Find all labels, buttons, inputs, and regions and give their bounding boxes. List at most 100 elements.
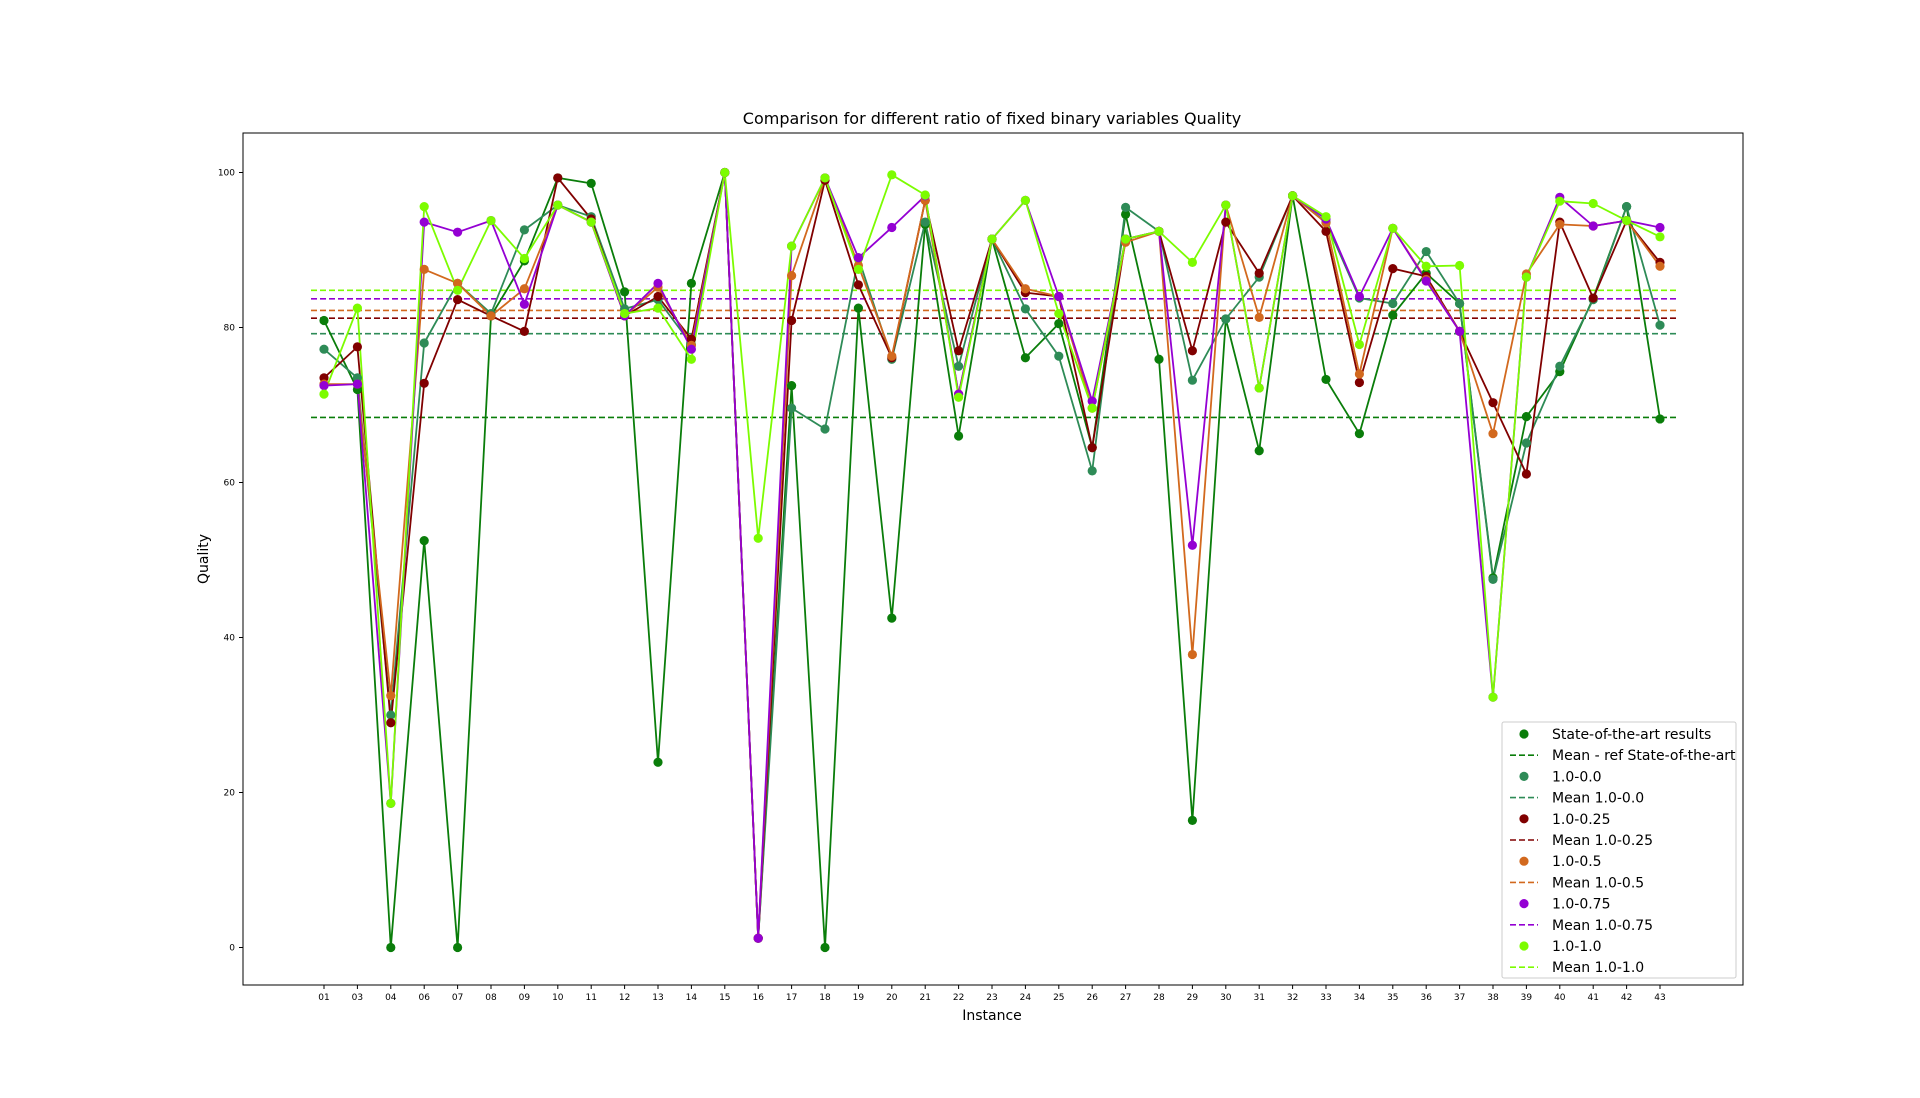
x-tick-label: 10 bbox=[552, 993, 564, 1003]
x-tick-label: 36 bbox=[1420, 993, 1432, 1003]
data-point bbox=[386, 691, 396, 701]
data-point bbox=[954, 346, 964, 356]
data-point bbox=[519, 326, 530, 336]
data-point bbox=[1354, 429, 1364, 439]
x-axis: 01 03 04 06 07 08 09 10 11 12 13 14 15 16 17 18 19 20 21 22… bbox=[318, 985, 1666, 1003]
data-point bbox=[1488, 574, 1498, 584]
legend-mean-label: Mean 1.0-0.5 bbox=[1552, 875, 1644, 891]
data-point bbox=[954, 392, 964, 402]
data-point bbox=[820, 173, 830, 183]
data-point bbox=[352, 342, 362, 352]
legend-mean-label: Mean 1.0-1.0 bbox=[1552, 960, 1644, 976]
data-point bbox=[419, 378, 429, 388]
x-tick-label: 34 bbox=[1354, 993, 1366, 1003]
x-tick-label: 11 bbox=[585, 993, 596, 1003]
data-point bbox=[1488, 692, 1498, 702]
data-point bbox=[386, 798, 396, 808]
data-point bbox=[1254, 383, 1264, 393]
legend-label: 1.0-1.0 bbox=[1552, 939, 1602, 955]
data-point bbox=[686, 354, 697, 364]
data-point bbox=[1154, 226, 1164, 236]
x-tick-label: 39 bbox=[1521, 993, 1533, 1003]
data-point bbox=[1354, 339, 1364, 350]
data-point bbox=[1187, 257, 1197, 267]
x-tick-label: 23 bbox=[986, 993, 997, 1003]
x-tick-label: 16 bbox=[752, 993, 764, 1003]
data-point bbox=[954, 431, 964, 441]
data-point bbox=[1555, 361, 1565, 371]
data-point bbox=[1321, 374, 1331, 385]
data-point bbox=[553, 173, 563, 183]
data-point bbox=[853, 303, 864, 313]
data-point bbox=[1655, 261, 1665, 271]
data-point bbox=[1588, 221, 1598, 231]
data-point bbox=[920, 190, 930, 200]
data-point bbox=[1488, 429, 1498, 439]
x-tick-label: 22 bbox=[953, 993, 964, 1003]
legend-marker bbox=[1519, 856, 1529, 866]
data-point bbox=[419, 264, 429, 274]
data-point bbox=[1622, 202, 1632, 212]
x-tick-label: 37 bbox=[1454, 993, 1465, 1003]
legend-box bbox=[1501, 721, 1737, 979]
data-point bbox=[1020, 304, 1030, 314]
data-point bbox=[1455, 260, 1465, 271]
y-tick-label: 60 bbox=[224, 479, 236, 489]
data-point bbox=[1221, 314, 1231, 324]
data-point bbox=[1455, 326, 1465, 336]
legend-label: 1.0-0.75 bbox=[1552, 897, 1611, 913]
data-point bbox=[1588, 293, 1598, 303]
x-tick-label: 41 bbox=[1587, 993, 1598, 1003]
y-axis: 0 20 40 60 80 100 bbox=[218, 169, 243, 954]
data-point bbox=[887, 170, 897, 180]
data-point bbox=[453, 227, 463, 237]
data-point bbox=[987, 234, 997, 244]
data-point bbox=[787, 241, 797, 251]
data-point bbox=[453, 285, 463, 295]
x-tick-label: 40 bbox=[1554, 993, 1566, 1003]
x-tick-label: 13 bbox=[652, 993, 663, 1003]
data-point bbox=[586, 178, 596, 188]
x-tick-label: 42 bbox=[1621, 993, 1632, 1003]
data-point bbox=[319, 389, 329, 399]
data-point bbox=[1421, 276, 1431, 286]
y-tick-label: 0 bbox=[229, 944, 235, 954]
x-tick-label: 26 bbox=[1086, 993, 1098, 1003]
data-point bbox=[653, 757, 663, 767]
x-tick-label: 20 bbox=[886, 993, 898, 1003]
x-tick-label: 28 bbox=[1153, 993, 1165, 1003]
data-point bbox=[519, 225, 530, 235]
x-tick-label: 33 bbox=[1320, 993, 1331, 1003]
data-point bbox=[820, 942, 830, 953]
data-point bbox=[720, 167, 730, 178]
data-point bbox=[386, 710, 396, 720]
data-point bbox=[1388, 310, 1398, 320]
x-tick-label: 07 bbox=[452, 993, 463, 1003]
data-point bbox=[1020, 353, 1030, 363]
data-point bbox=[887, 222, 897, 233]
data-point bbox=[1121, 209, 1131, 219]
data-point bbox=[853, 253, 864, 263]
data-point bbox=[1521, 272, 1531, 282]
data-point bbox=[1455, 298, 1465, 309]
data-point bbox=[1354, 291, 1364, 302]
legend-mean-label: Mean 1.0-0.25 bbox=[1552, 833, 1653, 849]
data-point bbox=[419, 536, 429, 546]
data-point bbox=[319, 344, 329, 354]
legend-mean-label: Mean 1.0-0.0 bbox=[1552, 791, 1644, 807]
x-tick-label: 06 bbox=[418, 993, 430, 1003]
data-point bbox=[954, 361, 964, 371]
data-point bbox=[1488, 398, 1498, 408]
data-point bbox=[1354, 377, 1364, 388]
data-point bbox=[386, 942, 396, 953]
x-tick-label: 19 bbox=[853, 993, 865, 1003]
data-point bbox=[753, 533, 763, 543]
data-point bbox=[519, 284, 530, 294]
data-point bbox=[1421, 246, 1431, 257]
data-point bbox=[787, 403, 797, 413]
data-point bbox=[453, 942, 463, 953]
data-point bbox=[486, 215, 496, 226]
data-point bbox=[1388, 298, 1398, 309]
data-point bbox=[1421, 261, 1431, 271]
legend-marker bbox=[1519, 814, 1529, 824]
